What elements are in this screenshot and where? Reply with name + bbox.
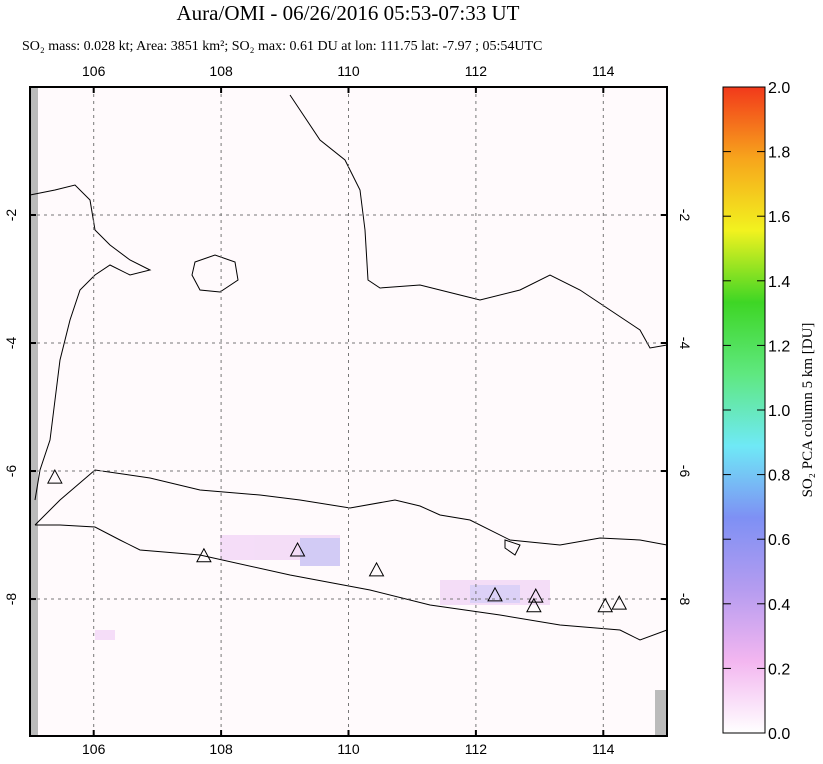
volcano-marker (597, 597, 614, 613)
so2-patches (95, 535, 550, 640)
y-tick-label: -8 (3, 593, 19, 606)
subtitle: SO₂ mass: 0.028 kt; Area: 3851 km²; SO₂ … (22, 39, 542, 54)
colorbar-tick-label: 1.6 (768, 209, 790, 226)
colorbar-tick-label: 1.2 (768, 338, 790, 355)
x-tick-label: 114 (592, 741, 615, 757)
colorbar-tick-label: 2.0 (768, 80, 790, 97)
x-tick-label: 114 (592, 63, 615, 79)
x-tick-label: 110 (337, 741, 360, 757)
colorbar-tick-label: 0.4 (768, 597, 790, 614)
x-tick-label: 108 (209, 63, 233, 79)
colorbar-tick-label: 0.8 (768, 468, 790, 485)
y-tick-label: -2 (677, 209, 693, 222)
volcano-marker (368, 561, 385, 577)
x-tick-label: 108 (209, 741, 233, 757)
colorbar-tick-label: 0.2 (768, 661, 790, 678)
volcano-marker (487, 586, 503, 602)
no-data (30, 87, 38, 736)
x-tick-label: 110 (337, 63, 360, 79)
title: Aura/OMI - 06/26/2016 05:53-07:33 UT (177, 1, 520, 25)
y-tick-label: -4 (677, 337, 693, 350)
volcano-marker (526, 597, 542, 613)
no-data (655, 690, 667, 736)
colorbar-tick-label: 1.8 (768, 145, 790, 162)
volcano-marker (196, 547, 212, 563)
colorbar-label: SO₂ PCA column 5 km [DU] (800, 323, 816, 498)
y-tick-label: -8 (677, 593, 693, 606)
x-tick-label: 112 (465, 63, 488, 79)
colorbar-tick-label: 0.0 (768, 726, 790, 743)
coastlines (29, 94, 668, 641)
x-tick-label: 106 (82, 741, 106, 757)
y-tick-label: -6 (3, 465, 19, 478)
y-tick-label: -6 (677, 465, 693, 478)
x-tick-label: 112 (465, 741, 488, 757)
volcano-marker (289, 541, 306, 557)
y-tick-label: -2 (3, 209, 19, 222)
volcano-marker (611, 595, 628, 610)
volcano-marker (47, 469, 63, 484)
colorbar-tick-label: 1.0 (768, 403, 790, 420)
colorbar-tick-label: 0.6 (768, 532, 790, 549)
x-tick-label: 106 (82, 63, 106, 79)
y-tick-label: -4 (3, 337, 19, 350)
colorbar-tick-label: 1.4 (768, 274, 790, 291)
